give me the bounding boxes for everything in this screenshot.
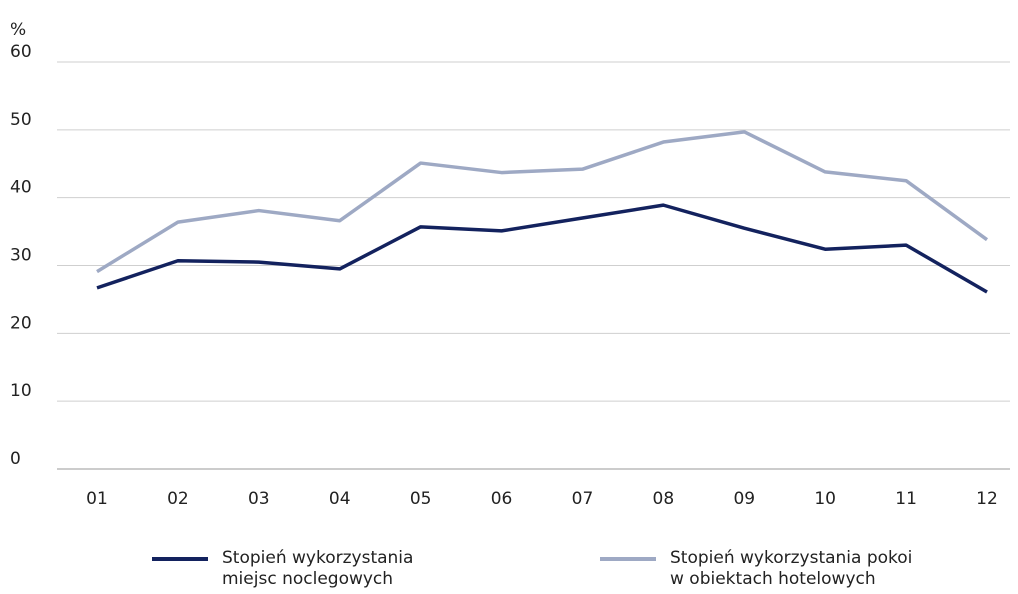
y-axis-label: % (10, 20, 26, 40)
y-tick-label: 10 (10, 381, 32, 401)
y-tick-label: 30 (10, 246, 32, 266)
x-tick-label: 04 (329, 489, 351, 509)
legend-swatch (600, 557, 656, 561)
y-tick-label: 0 (10, 449, 21, 469)
chart: % 0 10 20 30 40 50 60 01 02 03 04 05 06 07 08 09 10 11 12 (10, 20, 1010, 509)
x-tick-label: 06 (491, 489, 513, 509)
x-tick-label: 08 (653, 489, 675, 509)
y-tick-label: 60 (10, 42, 32, 62)
x-tick-label: 10 (814, 489, 836, 509)
y-tick-label: 50 (10, 110, 32, 130)
x-tick-label: 02 (167, 489, 189, 509)
x-tick-label: 01 (86, 489, 108, 509)
x-tick-label: 12 (976, 489, 998, 509)
series-line (96, 130, 989, 274)
legend-swatch (152, 557, 208, 561)
series-line (96, 203, 988, 294)
y-tick-label: 20 (10, 313, 32, 333)
x-tick-label: 07 (572, 489, 594, 509)
x-tick-label: 03 (248, 489, 270, 509)
x-tick-label: 09 (733, 489, 755, 509)
legend-label: Stopień wykorzystania miejsc noclegowych (222, 548, 414, 589)
y-tick-label: 40 (10, 178, 32, 198)
legend-item: Stopień wykorzystania miejsc noclegowych (152, 548, 422, 590)
legend-item: Stopień wykorzystania pokoi w obiektach … (600, 548, 930, 590)
x-tick-label: 11 (895, 489, 917, 509)
legend-label: Stopień wykorzystania pokoi w obiektach … (670, 548, 913, 589)
x-tick-label: 05 (410, 489, 432, 509)
